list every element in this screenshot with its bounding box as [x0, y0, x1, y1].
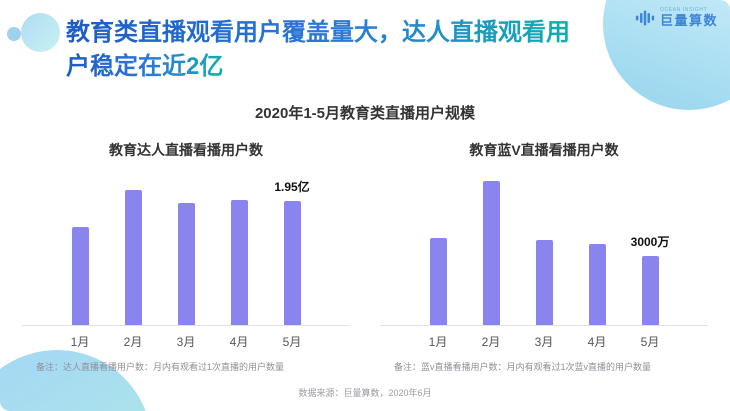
bar-column-2月: [465, 174, 518, 325]
bar-column-1月: [54, 174, 107, 325]
brand-tagline: OCEAN INSIGHT: [659, 7, 708, 14]
chart-title-daren: 教育达人直播看播用户数: [109, 142, 263, 158]
bar-column-5月: 3000万: [624, 174, 677, 325]
data-label: 3000万: [630, 235, 670, 249]
data-label: 1.95亿: [274, 180, 310, 194]
bar-5月: [641, 256, 659, 325]
slide-headline-text: 教育类直播观看用户覆盖量大，达人直播观看用户稳定在近2亿: [66, 19, 570, 80]
x-tick-5月: 5月: [640, 335, 660, 349]
bar-column-5月: 1.95亿: [266, 174, 319, 325]
charts-row: 教育达人直播看播用户数 1.95亿 1月 2月 3月 4月 5月 备注：达人直播看播用户…: [22, 140, 708, 373]
x-tick-1月: 1月: [428, 335, 448, 349]
data-source: 数据来源：巨量算数，2020年6月: [298, 388, 432, 398]
bar-1月: [429, 238, 447, 325]
bar-3月: [535, 240, 553, 325]
x-tick-3月: 3月: [534, 335, 554, 349]
x-tick-2月: 2月: [481, 335, 501, 349]
chart-daren-live: 教育达人直播看播用户数 1.95亿 1月 2月 3月 4月 5月 备注：达人直播看播用户…: [22, 140, 350, 373]
chart-title-lanv: 教育蓝V直播看播用户数: [469, 142, 619, 158]
plot-area-daren: 1.95亿: [22, 174, 350, 326]
section-title: 2020年1-5月教育类直播用户规模: [254, 105, 476, 122]
bar-2月: [124, 190, 142, 325]
footnote-lanv: 备注：蓝v直播看播用户数：月内有观看过1次蓝v直播的用户数量: [394, 362, 652, 372]
x-tick-4月: 4月: [587, 335, 607, 349]
chart-lanv-live: 教育蓝V直播看播用户数 3000万 1月 2月 3月 4月 5月 备注：蓝v直播看播用户…: [380, 140, 708, 373]
equalizer-circle-icon: [635, 8, 655, 28]
bar-4月: [588, 244, 606, 325]
bar-5月: [283, 201, 301, 325]
bar-column-2月: [107, 174, 160, 325]
bar-column-4月: [213, 174, 266, 325]
x-tick-3月: 3月: [176, 335, 196, 349]
plot-area-lanv: 3000万: [380, 174, 708, 326]
brand-logo-text: OCEAN INSIGHT 巨量算数: [660, 8, 718, 28]
bar-column-4月: [571, 174, 624, 325]
footnote-daren: 备注：达人直播看播用户数：月内有观看过1次直播的用户数量: [36, 362, 285, 372]
x-tick-5月: 5月: [282, 335, 302, 349]
bar-4月: [230, 200, 248, 325]
x-tick-1月: 1月: [70, 335, 90, 349]
decorative-circle-top-left-small: [7, 27, 21, 41]
bar-1月: [71, 227, 89, 325]
brand-name: 巨量算数: [659, 12, 718, 28]
x-tick-4月: 4月: [229, 335, 249, 349]
bar-column-3月: [160, 174, 213, 325]
bar-2月: [482, 181, 500, 325]
x-tick-2月: 2月: [123, 335, 143, 349]
bar-column-1月: [412, 174, 465, 325]
bar-3月: [177, 203, 195, 325]
x-axis-daren: 1月 2月 3月 4月 5月: [22, 326, 350, 350]
slide-headline: 教育类直播观看用户覆盖量大，达人直播观看用户稳定在近2亿: [66, 16, 578, 84]
bar-column-3月: [518, 174, 571, 325]
x-axis-lanv: 1月 2月 3月 4月 5月: [380, 326, 708, 350]
brand-logo: OCEAN INSIGHT 巨量算数: [635, 8, 718, 28]
decorative-circle-top-left-big: [21, 13, 60, 52]
